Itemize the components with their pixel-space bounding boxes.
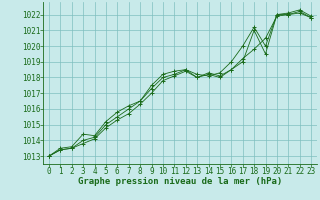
- X-axis label: Graphe pression niveau de la mer (hPa): Graphe pression niveau de la mer (hPa): [78, 177, 282, 186]
